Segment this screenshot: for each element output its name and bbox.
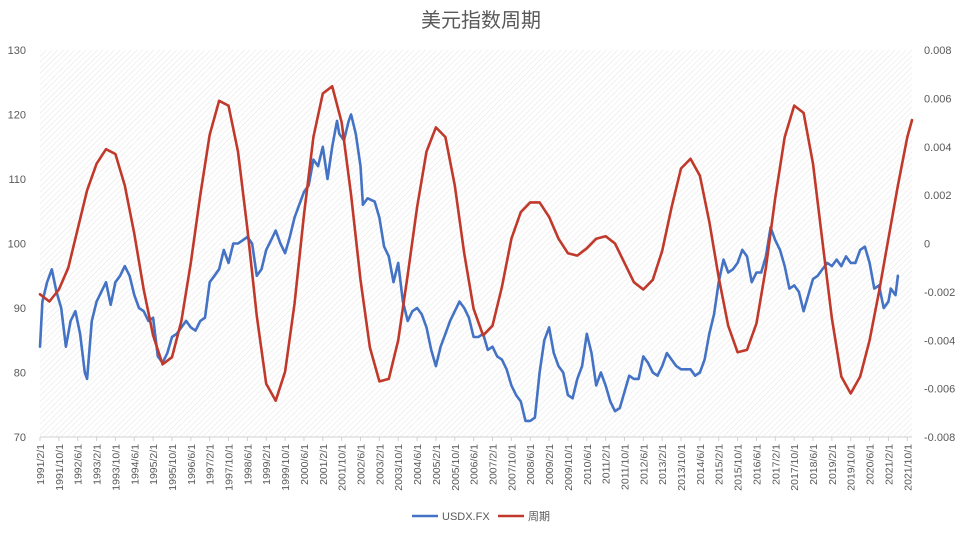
x-tick-label: 1997/2/1: [205, 444, 217, 485]
x-tick-label: 2013/10/1: [676, 444, 688, 491]
x-tick-label: 2001/10/1: [337, 444, 349, 491]
x-tick-label: 2007/2/1: [487, 444, 499, 485]
y-right-tick-label: 0: [924, 239, 930, 251]
x-tick-label: 2002/6/1: [356, 444, 368, 485]
x-tick-label: 1993/2/1: [92, 444, 104, 485]
x-tick-label: 1998/6/1: [242, 444, 254, 485]
y-left-tick-label: 100: [8, 239, 26, 251]
x-tick-label: 1996/6/1: [186, 444, 198, 485]
y-left-tick-label: 80: [14, 368, 26, 380]
x-tick-label: 2015/2/1: [714, 444, 726, 485]
x-tick-label: 2021/10/1: [902, 444, 914, 491]
x-tick-label: 2003/2/1: [374, 444, 386, 485]
x-tick-label: 2012/6/1: [638, 444, 650, 485]
x-tick-label: 2004/6/1: [412, 444, 424, 485]
series-layer: [38, 85, 914, 423]
y-right-tick-label: 0.006: [924, 93, 952, 105]
y-right-tick-label: 0.004: [924, 142, 952, 154]
x-tick-label: 2016/6/1: [751, 444, 763, 485]
y-right-tick-label: 0.002: [924, 190, 952, 202]
x-tick-label: 1991/2/1: [35, 444, 47, 485]
x-tick-label: 2017/10/1: [789, 444, 801, 491]
y-axis-right: -0.008 -0.006 -0.004 -0.002 0 0.002 0.004 0.006…: [924, 45, 955, 444]
y-right-tick-label: 0.008: [924, 45, 952, 57]
y-axis-left: 70 80 90 100 110 120 130: [8, 45, 26, 444]
x-tick-label: 1999/2/1: [261, 444, 273, 485]
y-left-tick-label: 130: [8, 45, 26, 57]
x-tick-label: 1992/6/1: [73, 444, 85, 485]
y-right-tick-label: -0.008: [924, 432, 955, 444]
x-tick-label: 2014/6/1: [695, 444, 707, 485]
y-left-tick-label: 110: [8, 174, 26, 186]
x-tick-label: 2009/10/1: [563, 444, 575, 491]
x-tick-label: 1999/10/1: [280, 444, 292, 491]
plot-area: [40, 50, 912, 437]
x-tick-label: 2011/10/1: [619, 444, 631, 490]
x-tick-label: 2005/10/1: [450, 444, 462, 491]
legend: USDX.FX 周期: [412, 510, 550, 523]
x-axis: 1991/2/1 1991/10/1 1992/6/1 1993/2/1 1993/10…: [35, 436, 914, 491]
x-tick-label: 2001/2/1: [318, 444, 330, 485]
x-tick-label: 2019/10/1: [846, 444, 858, 491]
x-tick-label: 1994/6/1: [129, 444, 141, 485]
x-tick-label: 2019/2/1: [827, 444, 839, 485]
x-tick-label: 2003/10/1: [393, 444, 405, 491]
y-right-tick-label: -0.006: [924, 384, 955, 396]
x-tick-label: 2000/6/1: [299, 444, 311, 485]
x-tick-label: 1995/2/1: [148, 444, 160, 485]
chart-title: 美元指数周期: [421, 8, 541, 32]
x-tick-label: 2013/2/1: [657, 444, 669, 485]
x-tick-label: 2020/6/1: [865, 444, 877, 485]
y-left-tick-label: 120: [8, 110, 26, 122]
y-right-tick-label: -0.004: [924, 335, 955, 347]
x-tick-label: 2017/2/1: [770, 444, 782, 485]
x-tick-label: 2007/10/1: [506, 444, 518, 491]
x-tick-label: 2015/10/1: [733, 444, 745, 491]
x-tick-label: 1993/10/1: [110, 444, 122, 491]
legend-label-1: 周期: [528, 510, 550, 523]
y-right-tick-label: -0.002: [924, 287, 955, 299]
legend-label-0: USDX.FX: [442, 511, 490, 523]
x-tick-label: 1995/10/1: [167, 444, 179, 491]
series-line-1: [38, 85, 914, 402]
x-tick-label: 1997/10/1: [224, 444, 236, 491]
series-line-0: [38, 113, 900, 423]
x-tick-label: 2005/2/1: [431, 444, 443, 485]
x-tick-label: 2011/2/1: [601, 444, 613, 484]
x-tick-label: 2006/6/1: [469, 444, 481, 485]
x-tick-label: 2009/2/1: [544, 444, 556, 485]
x-tick-label: 2021/2/1: [883, 444, 895, 485]
x-tick-label: 2008/6/1: [525, 444, 537, 485]
y-left-tick-label: 90: [14, 303, 26, 315]
x-tick-label: 2018/6/1: [808, 444, 820, 485]
x-tick-label: 2010/6/1: [582, 444, 594, 485]
x-tick-label: 1991/10/1: [54, 444, 66, 491]
y-left-tick-label: 70: [14, 432, 26, 444]
